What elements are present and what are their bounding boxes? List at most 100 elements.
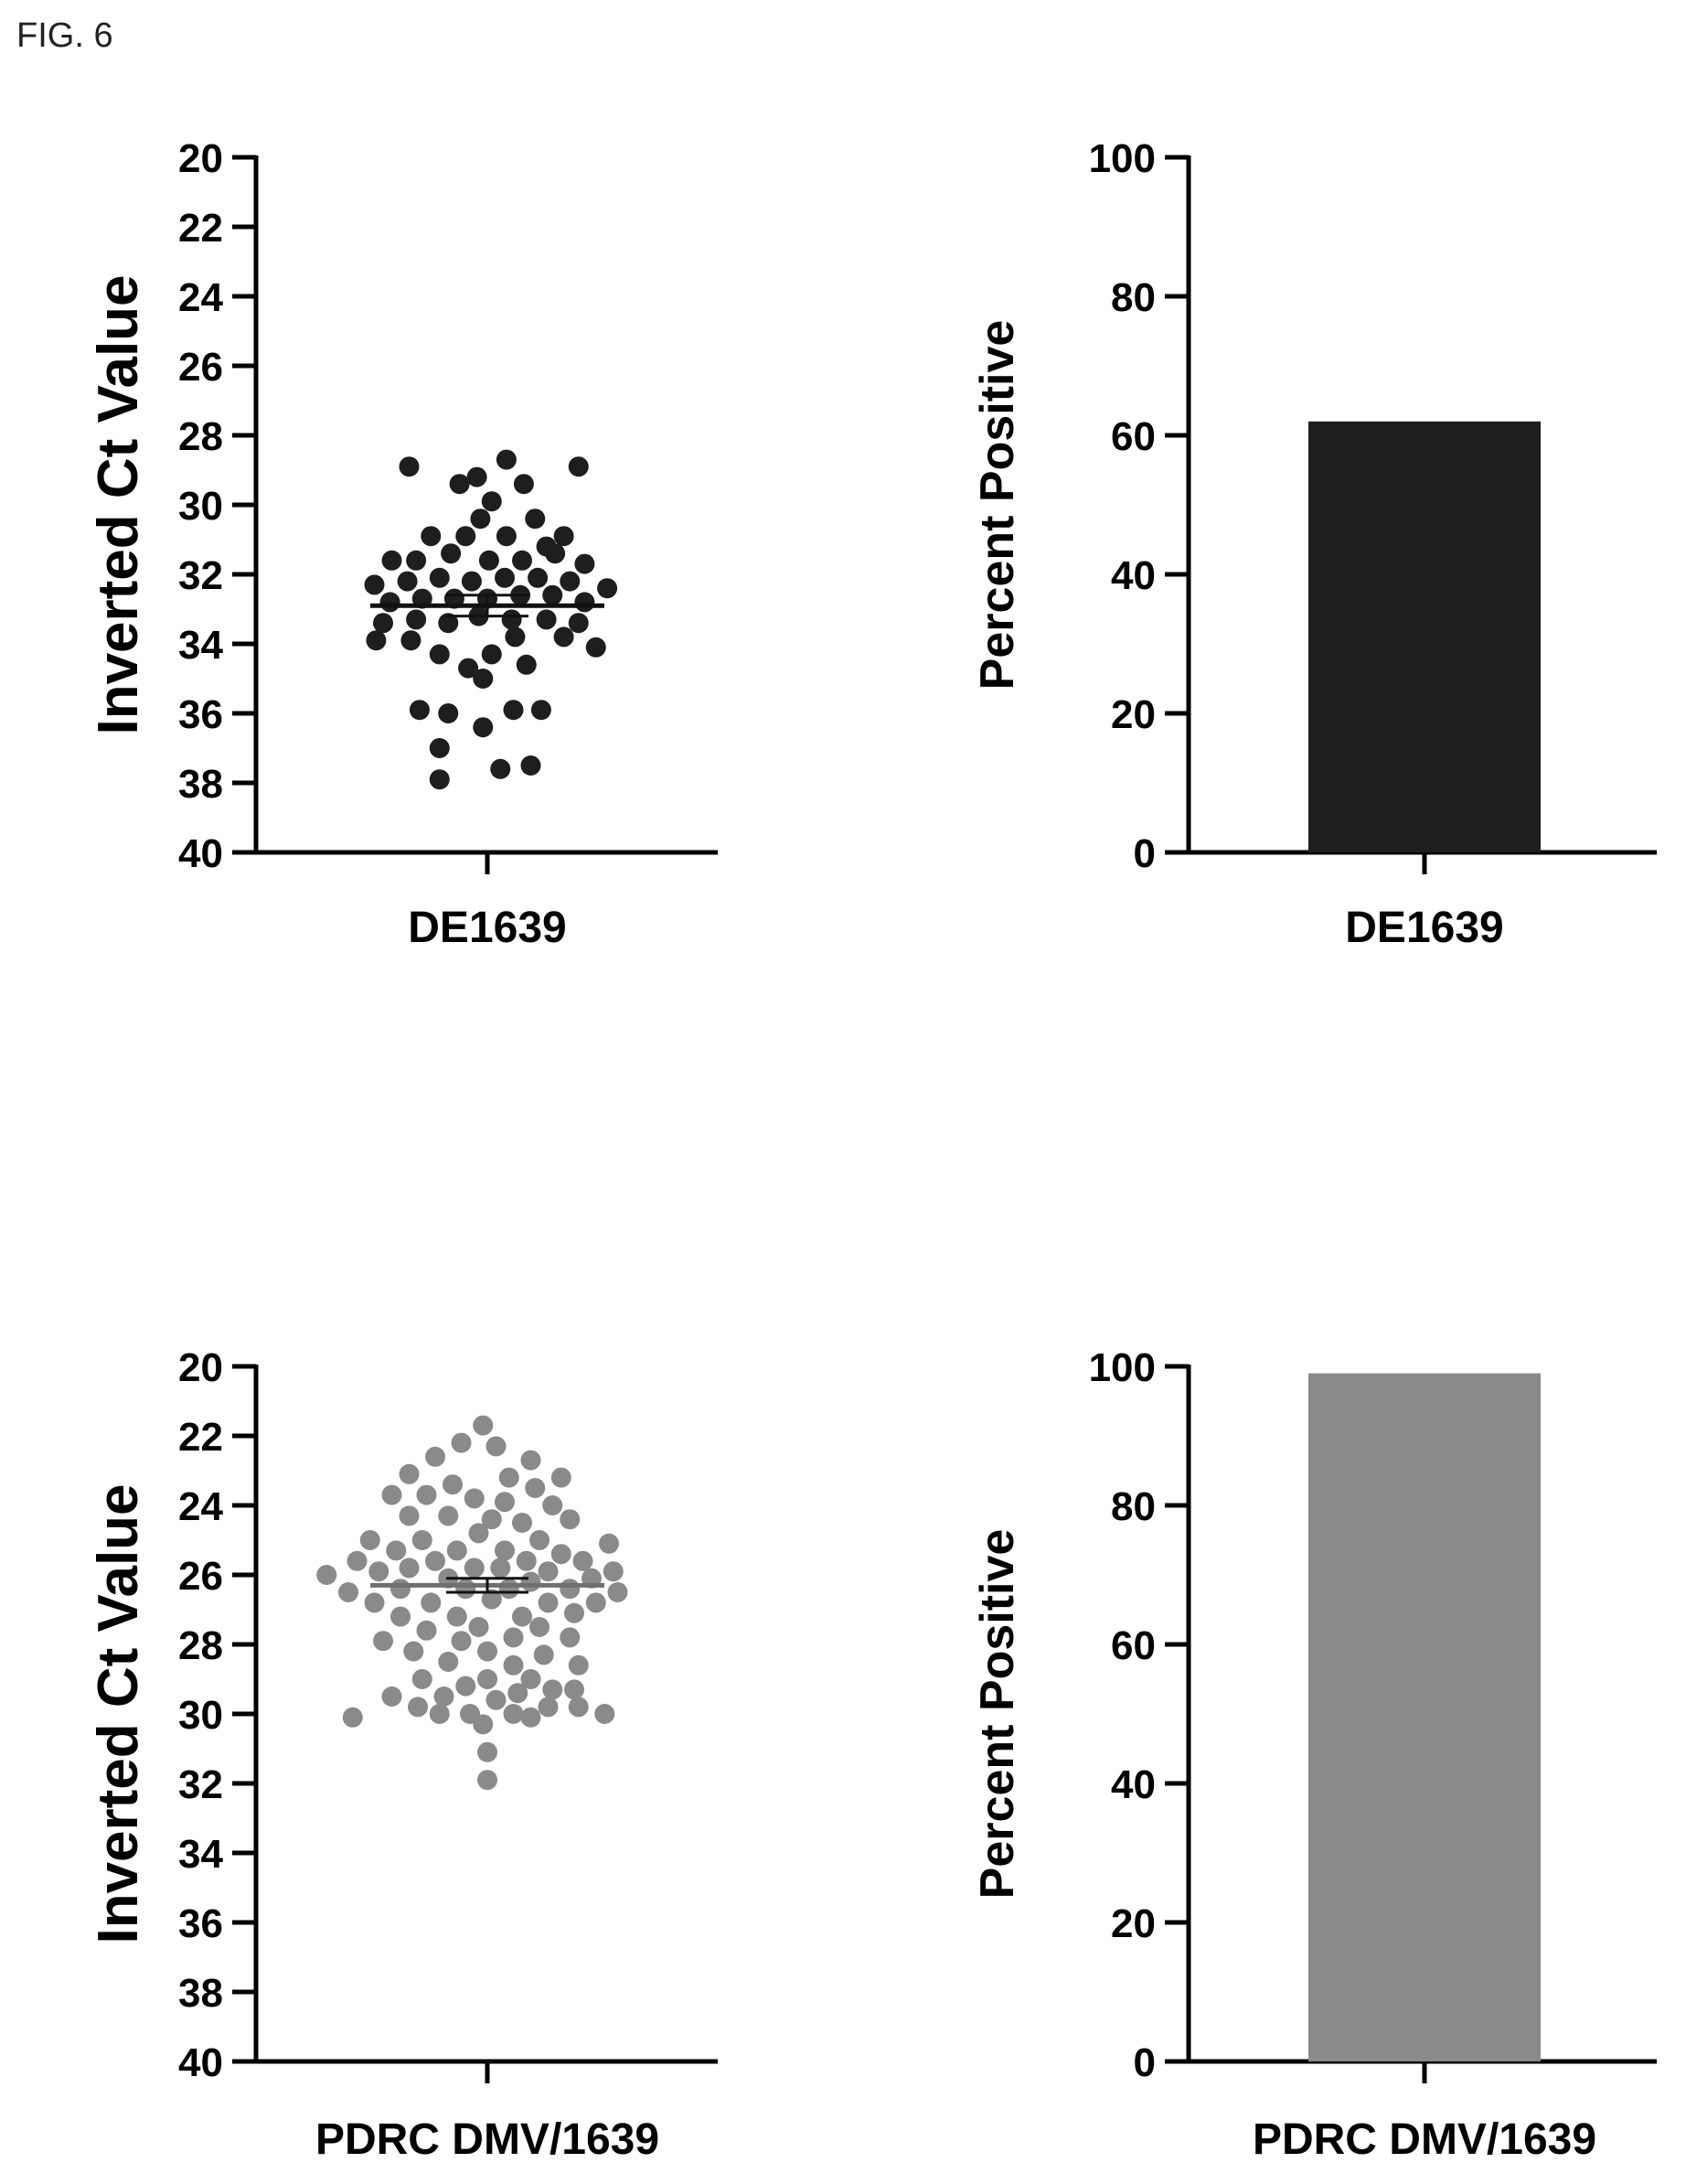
y-tick-label: 28 bbox=[178, 414, 223, 459]
data-point bbox=[468, 1523, 489, 1544]
data-point bbox=[399, 1505, 420, 1526]
data-point bbox=[421, 1592, 442, 1613]
data-point bbox=[520, 1669, 541, 1689]
data-point bbox=[461, 571, 482, 592]
data-point bbox=[443, 1474, 463, 1495]
data-point bbox=[585, 637, 606, 658]
data-point bbox=[525, 509, 546, 530]
data-point bbox=[542, 1679, 563, 1700]
y-tick-label: 28 bbox=[178, 1623, 223, 1668]
data-point bbox=[594, 1704, 615, 1724]
data-point bbox=[477, 1741, 497, 1762]
y-tick-label: 22 bbox=[178, 1415, 223, 1460]
y-tick-label: 36 bbox=[178, 1901, 223, 1946]
data-point bbox=[468, 1617, 489, 1637]
data-point bbox=[364, 1592, 385, 1613]
data-point bbox=[373, 1631, 393, 1652]
data-point bbox=[520, 1571, 541, 1592]
data-point bbox=[441, 543, 462, 564]
x-category-label: DE1639 bbox=[1345, 904, 1503, 952]
y-tick-label: 38 bbox=[178, 762, 223, 807]
data-point bbox=[553, 626, 574, 648]
x-category-label: PDRC DMV/1639 bbox=[315, 2115, 659, 2164]
y-tick-label: 24 bbox=[178, 275, 223, 320]
data-point bbox=[525, 1478, 546, 1498]
y-tick-label: 22 bbox=[178, 206, 223, 251]
data-point bbox=[486, 1689, 507, 1710]
data-point bbox=[505, 626, 526, 648]
data-point bbox=[496, 526, 517, 547]
data-point bbox=[520, 1450, 541, 1471]
data-point bbox=[533, 1644, 554, 1665]
data-point bbox=[438, 1505, 459, 1526]
data-point bbox=[553, 526, 574, 547]
data-point bbox=[409, 700, 430, 721]
data-point bbox=[381, 1484, 402, 1505]
data-point bbox=[542, 584, 563, 605]
data-point bbox=[425, 1446, 445, 1467]
data-point bbox=[416, 1484, 437, 1505]
bar bbox=[1308, 1373, 1541, 2061]
data-point bbox=[399, 456, 420, 477]
data-point bbox=[373, 613, 393, 634]
data-point bbox=[368, 1561, 389, 1582]
data-point bbox=[574, 553, 595, 574]
data-point bbox=[455, 1675, 476, 1697]
y-tick-label: 100 bbox=[1089, 136, 1156, 181]
data-point bbox=[501, 609, 522, 630]
y-tick-label: 30 bbox=[178, 1693, 223, 1738]
data-point bbox=[520, 1707, 541, 1728]
data-point bbox=[495, 1540, 515, 1561]
data-point bbox=[477, 1770, 497, 1791]
data-point bbox=[451, 1631, 472, 1652]
data-point bbox=[607, 1582, 628, 1602]
data-point bbox=[516, 654, 537, 675]
data-point bbox=[560, 1509, 581, 1530]
data-point bbox=[477, 1641, 497, 1662]
data-point bbox=[498, 1579, 519, 1600]
data-point bbox=[466, 466, 487, 487]
data-point bbox=[429, 644, 450, 665]
y-tick-label: 40 bbox=[178, 2040, 223, 2085]
y-tick-label: 34 bbox=[178, 623, 223, 668]
data-point bbox=[568, 456, 589, 477]
data-point bbox=[400, 630, 422, 651]
data-point bbox=[438, 1652, 459, 1672]
data-point bbox=[481, 1509, 502, 1530]
data-point bbox=[455, 1579, 476, 1600]
data-point bbox=[438, 613, 459, 634]
y-tick-label: 20 bbox=[1111, 692, 1156, 737]
data-point bbox=[446, 1540, 467, 1561]
y-tick-label: 0 bbox=[1134, 831, 1156, 876]
data-point bbox=[550, 1544, 571, 1565]
data-point bbox=[486, 1436, 507, 1457]
y-tick-label: 26 bbox=[178, 1554, 223, 1599]
data-point bbox=[568, 1697, 589, 1718]
data-point bbox=[364, 574, 385, 595]
data-point bbox=[473, 1415, 494, 1436]
data-point bbox=[495, 567, 515, 588]
data-point bbox=[429, 1704, 450, 1724]
data-point bbox=[366, 630, 387, 651]
data-point bbox=[451, 1432, 472, 1453]
y-tick-label: 38 bbox=[178, 1971, 223, 2016]
data-point bbox=[520, 755, 541, 776]
data-point bbox=[513, 474, 534, 495]
data-point bbox=[572, 1550, 593, 1571]
data-point bbox=[564, 1602, 584, 1623]
data-point bbox=[429, 738, 450, 758]
y-tick-label: 60 bbox=[1111, 414, 1156, 459]
data-point bbox=[446, 1606, 467, 1627]
data-point bbox=[399, 1558, 420, 1579]
data-point bbox=[386, 1540, 407, 1561]
data-point bbox=[538, 1561, 559, 1582]
data-point bbox=[496, 449, 517, 470]
data-point bbox=[512, 1513, 532, 1533]
y-tick-label: 40 bbox=[1111, 553, 1156, 598]
data-point bbox=[516, 1550, 537, 1571]
data-point bbox=[538, 1592, 559, 1613]
data-point bbox=[455, 526, 476, 547]
data-point bbox=[599, 1533, 619, 1554]
data-point bbox=[390, 1579, 411, 1600]
